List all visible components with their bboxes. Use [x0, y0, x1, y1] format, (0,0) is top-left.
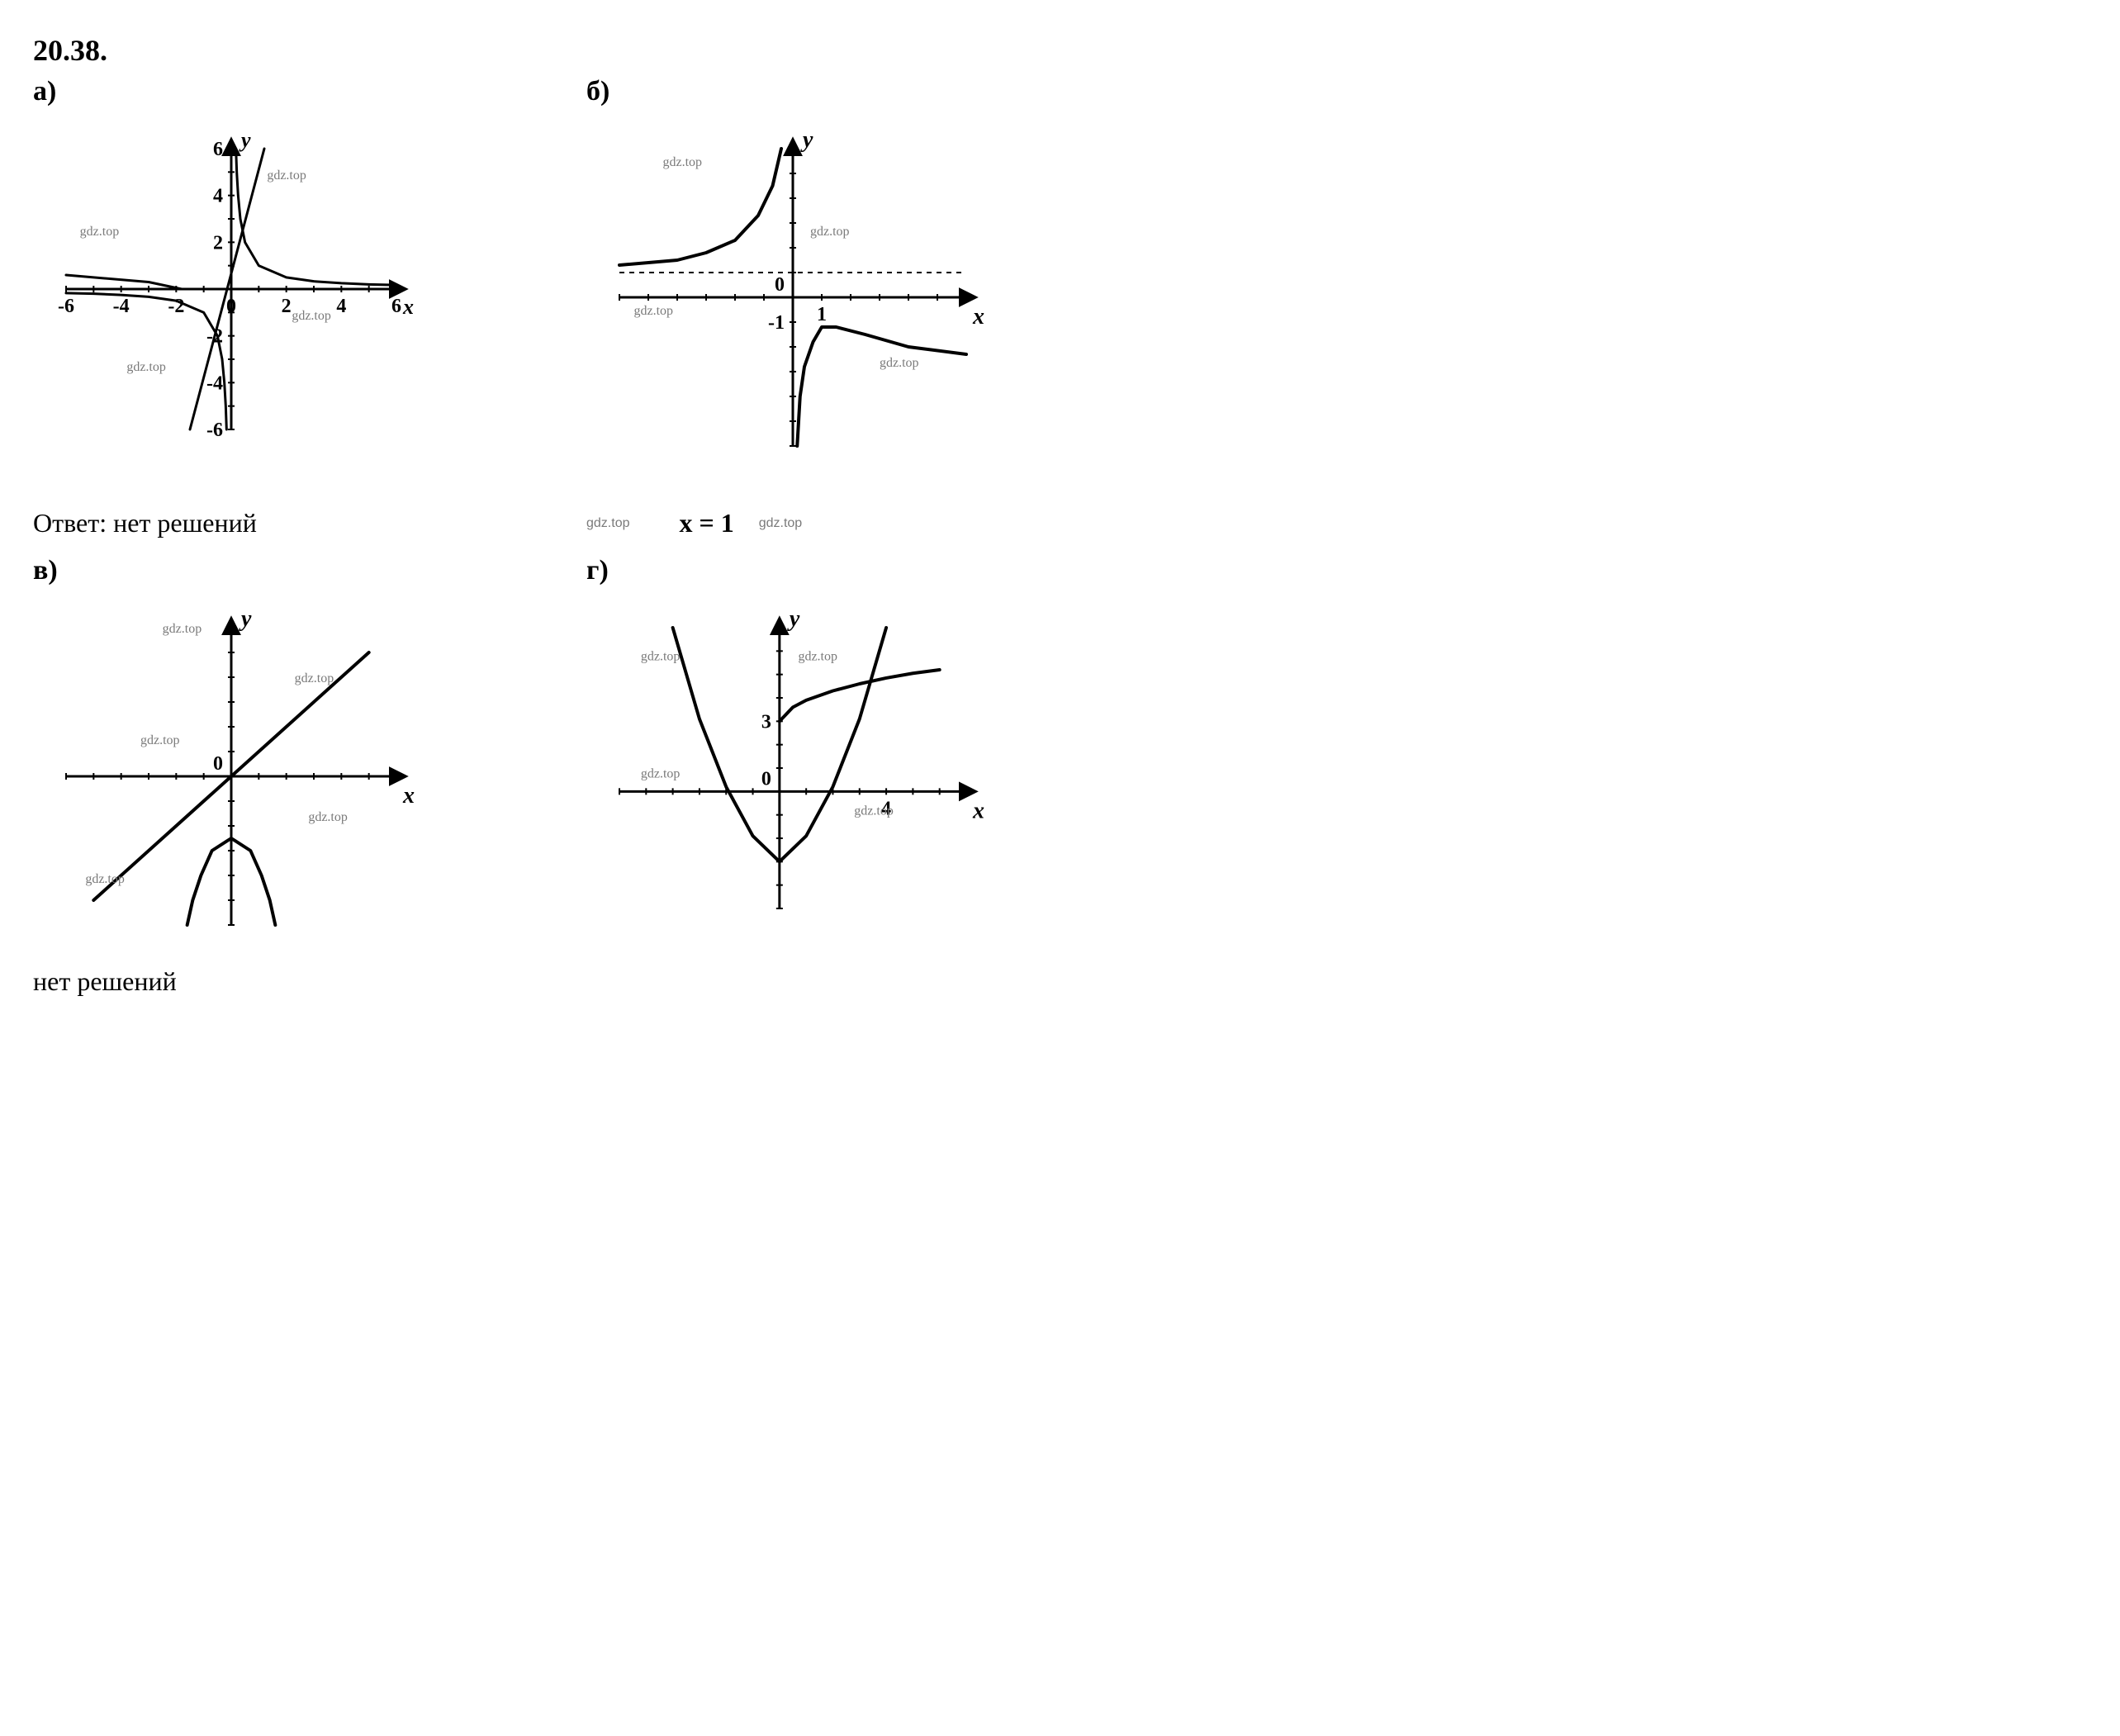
chart-c: 0 x y gdz.top gdz.top gdz.top gdz.top gdz.top: [33, 595, 537, 962]
svg-text:0: 0: [775, 274, 785, 296]
panel-c-label: в): [33, 555, 537, 586]
svg-text:0: 0: [226, 296, 236, 317]
svg-text:-6: -6: [58, 296, 74, 317]
answer-b: x = 1: [654, 508, 733, 538]
chart-d: 430xygdz.topgdz.topgdz.topgdz.top: [586, 595, 1090, 946]
panel-c: в) 0 x y gdz.top gdz.top gdz.top gdz.top gdz.to…: [33, 555, 537, 997]
svg-text:2: 2: [213, 232, 223, 254]
chart-b: 1 -1 0 x y gdz.top gdz.top gdz.top gdz.top: [586, 116, 1090, 483]
svg-text:x: x: [402, 783, 415, 809]
problem-number: 20.38.: [33, 33, 1090, 68]
svg-text:-1: -1: [768, 312, 785, 334]
chart-a: -6-4-20246-6-4-2246xygdz.topgdz.topgdz.t…: [33, 116, 537, 467]
svg-text:y: y: [787, 606, 800, 632]
svg-text:gdz.top: gdz.top: [854, 804, 894, 818]
panel-b: б) 1 -1 0 x y gdz.top gdz.top gdz.top gdz.top: [586, 76, 1090, 483]
svg-text:y: y: [239, 128, 251, 152]
svg-text:gdz.top: gdz.top: [85, 872, 125, 886]
svg-text:2: 2: [282, 296, 292, 317]
svg-text:gdz.top: gdz.top: [641, 766, 681, 780]
svg-text:gdz.top: gdz.top: [798, 650, 837, 664]
svg-text:gdz.top: gdz.top: [308, 810, 348, 824]
svg-text:y: y: [239, 606, 252, 632]
svg-text:0: 0: [761, 768, 771, 790]
svg-text:3: 3: [761, 711, 771, 733]
svg-text:-6: -6: [206, 420, 223, 441]
answer-a: Ответ: нет решений: [33, 508, 537, 538]
svg-text:gdz.top: gdz.top: [634, 304, 674, 318]
svg-text:6: 6: [213, 139, 223, 160]
watermark: gdz.top: [759, 516, 802, 531]
svg-text:x: x: [402, 295, 414, 319]
svg-text:4: 4: [213, 186, 223, 207]
svg-text:-4: -4: [206, 372, 223, 394]
watermark: gdz.top: [586, 516, 629, 531]
svg-text:gdz.top: gdz.top: [810, 225, 850, 239]
svg-text:gdz.top: gdz.top: [663, 155, 703, 169]
panel-a-label: а): [33, 76, 537, 107]
answer-c: нет решений: [33, 966, 537, 997]
svg-text:gdz.top: gdz.top: [80, 225, 120, 239]
svg-text:1: 1: [817, 304, 827, 325]
svg-text:-4: -4: [113, 296, 130, 317]
panel-d-label: г): [586, 555, 1090, 586]
svg-text:0: 0: [213, 753, 223, 775]
svg-text:gdz.top: gdz.top: [641, 650, 681, 664]
svg-text:x: x: [972, 304, 984, 330]
svg-text:4: 4: [336, 296, 346, 317]
svg-text:6: 6: [391, 296, 401, 317]
svg-text:gdz.top: gdz.top: [880, 356, 919, 370]
svg-text:gdz.top: gdz.top: [267, 168, 306, 183]
panel-d: г) 430xygdz.topgdz.topgdz.topgdz.top: [586, 555, 1090, 997]
svg-text:gdz.top: gdz.top: [292, 309, 331, 323]
svg-text:gdz.top: gdz.top: [163, 622, 202, 636]
panel-a: а) -6-4-20246-6-4-2246xygdz.topgdz.topgd…: [33, 76, 537, 483]
svg-text:gdz.top: gdz.top: [295, 671, 334, 685]
svg-text:y: y: [800, 127, 813, 153]
svg-text:gdz.top: gdz.top: [126, 360, 166, 374]
svg-text:gdz.top: gdz.top: [140, 733, 180, 747]
svg-text:x: x: [972, 798, 984, 823]
panel-b-label: б): [586, 76, 1090, 107]
